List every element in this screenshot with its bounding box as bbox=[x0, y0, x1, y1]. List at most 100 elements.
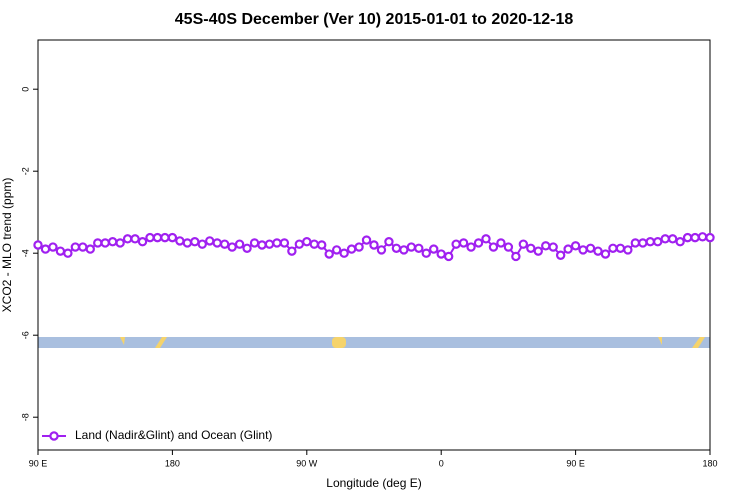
data-point bbox=[451, 239, 461, 249]
chart-title: 45S-40S December (Ver 10) 2015-01-01 to … bbox=[175, 11, 574, 28]
data-point bbox=[511, 251, 521, 262]
data-point bbox=[33, 240, 43, 250]
data-point bbox=[242, 243, 252, 253]
data-point bbox=[443, 251, 454, 262]
y-axis-title: XCO2 - MLO trend (ppm) bbox=[0, 178, 14, 313]
data-point bbox=[309, 239, 319, 249]
data-point bbox=[70, 242, 81, 252]
data-point bbox=[436, 249, 446, 259]
data-point bbox=[697, 232, 708, 242]
x-tick-label: 0 bbox=[439, 458, 444, 468]
data-point bbox=[630, 238, 641, 248]
data-point bbox=[287, 246, 297, 256]
y-tick-label: -4 bbox=[20, 249, 30, 257]
data-point bbox=[682, 232, 693, 243]
data-point bbox=[623, 245, 633, 255]
legend-label: Land (Nadir&Glint) and Ocean (Glint) bbox=[75, 428, 272, 442]
land-patch bbox=[658, 337, 662, 345]
data-point bbox=[78, 242, 88, 252]
y-tick-label: 0 bbox=[20, 87, 30, 92]
data-point bbox=[473, 238, 484, 248]
data-point bbox=[600, 249, 611, 259]
data-point bbox=[122, 234, 133, 244]
data-point bbox=[384, 237, 394, 247]
data-point bbox=[167, 232, 178, 243]
data-point bbox=[533, 246, 543, 256]
data-point bbox=[234, 239, 245, 249]
x-tick-label: 180 bbox=[702, 458, 717, 468]
ocean-band bbox=[38, 337, 710, 348]
data-point bbox=[690, 232, 700, 243]
data-point bbox=[653, 237, 663, 247]
data-point bbox=[458, 238, 469, 248]
data-point bbox=[317, 240, 327, 250]
data-point bbox=[608, 243, 618, 253]
data-point bbox=[324, 249, 334, 259]
data-point bbox=[85, 244, 95, 254]
data-point bbox=[488, 242, 499, 252]
data-point bbox=[227, 242, 237, 252]
data-point bbox=[331, 245, 342, 255]
x-tick-label: 180 bbox=[165, 458, 180, 468]
data-point bbox=[541, 241, 551, 251]
x-tick-label: 90 W bbox=[296, 458, 318, 468]
data-point bbox=[421, 248, 431, 258]
x-axis-title: Longitude (deg E) bbox=[326, 476, 421, 490]
data-point bbox=[369, 240, 379, 250]
data-point bbox=[272, 238, 282, 248]
land-patch bbox=[155, 337, 167, 348]
y-tick-label: -2 bbox=[20, 167, 30, 175]
data-point bbox=[160, 232, 170, 243]
data-point bbox=[279, 238, 290, 248]
data-point bbox=[137, 237, 148, 247]
land-ocean-strip bbox=[38, 337, 710, 348]
data-point bbox=[391, 243, 402, 253]
data-point bbox=[570, 241, 581, 251]
data-point bbox=[376, 245, 387, 255]
data-point bbox=[339, 248, 349, 258]
data-point bbox=[645, 237, 655, 247]
data-point bbox=[182, 238, 193, 248]
data-point bbox=[429, 244, 439, 254]
data-point bbox=[466, 242, 476, 252]
data-point bbox=[55, 246, 66, 256]
data-point bbox=[361, 235, 372, 245]
data-point bbox=[48, 242, 58, 252]
data-point bbox=[563, 244, 573, 254]
data-point bbox=[578, 245, 588, 255]
data-point bbox=[503, 242, 514, 252]
data-point bbox=[399, 245, 409, 255]
x-tick-label: 90 E bbox=[29, 458, 48, 468]
data-point bbox=[555, 250, 566, 260]
data-point bbox=[481, 234, 491, 244]
data-point bbox=[615, 243, 626, 253]
data-point bbox=[667, 234, 678, 244]
data-point bbox=[294, 239, 305, 249]
data-point bbox=[257, 240, 267, 250]
land-patch bbox=[332, 337, 346, 348]
land-patch bbox=[120, 337, 125, 345]
data-point bbox=[40, 244, 51, 254]
y-tick-label: -8 bbox=[20, 413, 30, 421]
data-point bbox=[190, 237, 200, 247]
data-point bbox=[705, 232, 715, 243]
data-point bbox=[93, 238, 103, 248]
data-point bbox=[145, 232, 155, 243]
data-point bbox=[130, 234, 140, 244]
data-point bbox=[638, 238, 648, 248]
data-point bbox=[593, 246, 603, 256]
data-point bbox=[526, 243, 536, 253]
data-point bbox=[346, 244, 357, 254]
data-point bbox=[205, 236, 215, 246]
data-point bbox=[675, 237, 685, 247]
data-point bbox=[152, 232, 163, 243]
data-point bbox=[249, 238, 260, 248]
data-point bbox=[414, 243, 424, 253]
land-patch bbox=[692, 337, 705, 348]
data-point bbox=[496, 238, 506, 248]
legend-marker bbox=[49, 431, 59, 441]
data-point bbox=[115, 238, 125, 248]
y-tick-label: -6 bbox=[20, 331, 30, 339]
data-point bbox=[212, 238, 222, 248]
